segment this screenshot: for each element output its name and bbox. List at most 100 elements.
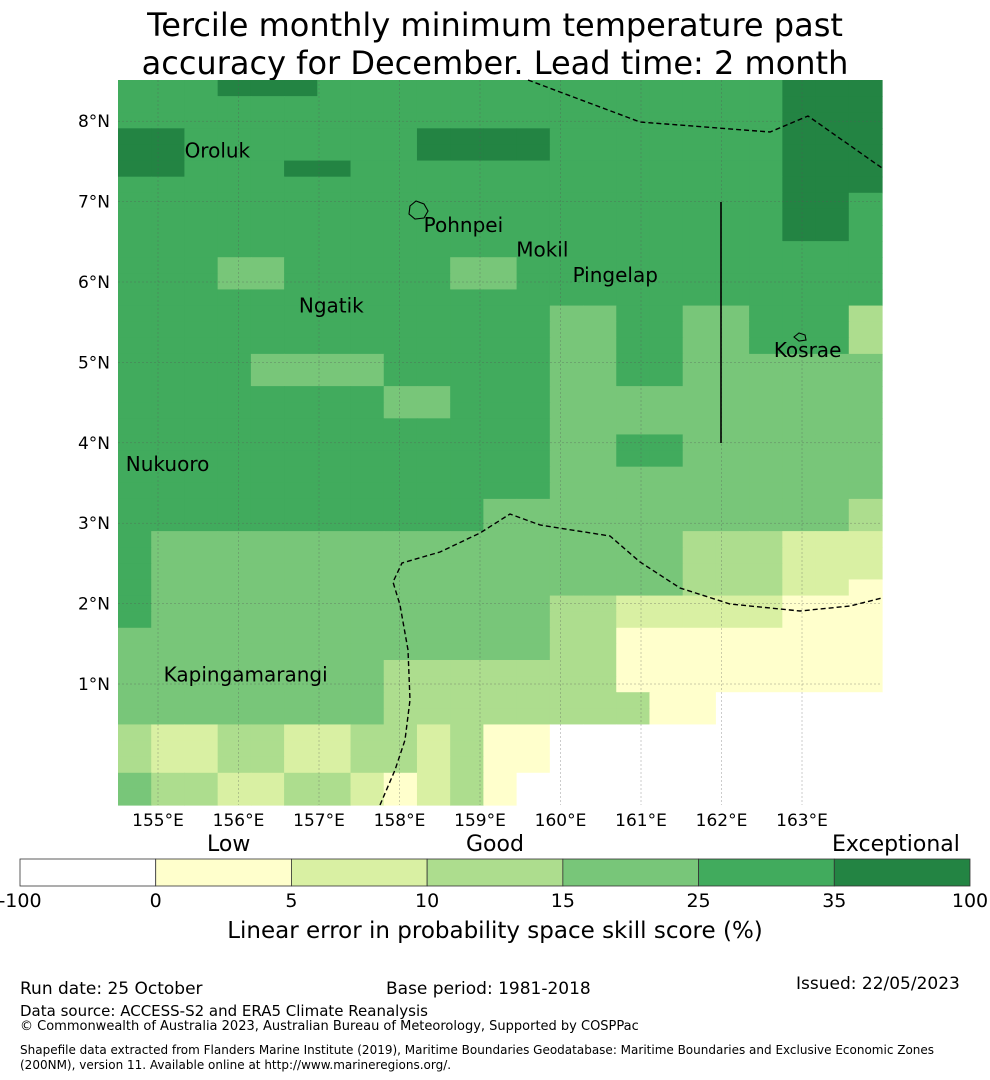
colorbar-tick-label: 0: [149, 890, 162, 912]
grid-cell: [483, 321, 518, 339]
grid-cell: [749, 128, 783, 146]
grid-cell: [317, 531, 352, 548]
grid-cell: [749, 772, 783, 790]
place-label: Kapingamarangi: [164, 663, 328, 687]
longitude-labels: 155°E 156°E 157°E 158°E 159°E 160°E 161°E 162°E…: [132, 811, 828, 831]
grid-cell: [782, 772, 817, 790]
grid-cell: [250, 547, 285, 564]
grid-cell: [649, 176, 684, 194]
grid-cell: [815, 466, 850, 484]
grid-cell: [549, 386, 584, 403]
grid-cell: [549, 305, 584, 323]
grid-cell: [250, 595, 285, 613]
grid-cell: [483, 160, 518, 178]
category-low: Low: [207, 832, 251, 857]
grid-cell: [848, 772, 883, 790]
grid-cell: [782, 96, 817, 113]
grid-cell: [616, 676, 651, 693]
grid-cell: [350, 708, 385, 726]
grid-cell: [516, 386, 551, 403]
grid-cell: [616, 112, 651, 129]
grid-cell: [516, 257, 551, 274]
grid-cell: [350, 498, 385, 516]
grid-cell: [416, 273, 451, 291]
grid-cell: [217, 692, 252, 709]
grid-cell: [250, 482, 285, 500]
grid-cell: [383, 257, 418, 274]
grid-cell: [284, 563, 318, 581]
grid-cell: [782, 708, 817, 726]
grid-cell: [350, 386, 385, 403]
grid-cell: [250, 289, 285, 307]
grid-cell: [848, 370, 883, 387]
grid-cell: [350, 144, 385, 162]
grid-cell: [483, 434, 518, 452]
grid-cell: [217, 144, 252, 162]
grid-cell: [184, 627, 219, 645]
grid-cell: [848, 708, 883, 726]
grid-cell: [350, 321, 385, 339]
grid-cell: [848, 579, 883, 597]
grid-cell: [483, 225, 518, 242]
grid-cell: [151, 176, 186, 194]
grid-cell: [250, 386, 285, 403]
grid-cell: [483, 289, 518, 307]
grid-cell: [350, 450, 385, 468]
grid-cell: [250, 692, 285, 709]
grid-cell: [416, 450, 451, 468]
grid-cell: [549, 273, 584, 291]
grid-cell: [450, 788, 484, 806]
grid-cell: [383, 531, 418, 548]
grid-cell: [782, 370, 817, 387]
grid-cell: [184, 579, 219, 597]
grid-cell: [450, 482, 484, 500]
grid-cell: [516, 241, 551, 258]
grid-cell: [184, 434, 219, 452]
grid-cell: [416, 611, 451, 629]
grid-cell: [350, 241, 385, 258]
grid-cell: [118, 740, 152, 758]
grid-cell: [151, 482, 186, 500]
grid-cell: [416, 579, 451, 597]
grid-cell: [483, 708, 518, 726]
grid-cell: [682, 225, 717, 242]
grid-cell: [483, 611, 518, 629]
grid-cell: [383, 289, 418, 307]
grid-cell: [284, 724, 318, 742]
grid-cell: [416, 676, 451, 693]
grid-cell: [184, 402, 219, 419]
grid-cell: [682, 96, 717, 113]
grid-cell: [782, 402, 817, 419]
grid-cell: [782, 257, 817, 274]
grid-cell: [715, 498, 750, 516]
grid-cell: [749, 418, 783, 436]
grid-cell: [616, 128, 651, 146]
grid-cell: [848, 305, 883, 323]
grid-cell: [151, 160, 186, 178]
grid-cell: [350, 627, 385, 645]
grid-cell: [317, 708, 352, 726]
grid-cell: [848, 96, 883, 113]
grid-cell: [483, 563, 518, 581]
grid-cell: [151, 208, 186, 226]
grid-cell: [583, 611, 617, 629]
grid-cell: [250, 257, 285, 274]
grid-cell: [682, 627, 717, 645]
grid-cell: [450, 273, 484, 291]
grid-cell: [217, 708, 252, 726]
grid-cell: [317, 547, 352, 564]
grid-cell: [151, 611, 186, 629]
grid-cell: [782, 160, 817, 178]
grid-cell: [516, 273, 551, 291]
grid-cell: [450, 192, 484, 210]
grid-cell: [848, 434, 883, 452]
grid-cell: [151, 192, 186, 210]
grid-cell: [649, 144, 684, 162]
grid-cell: [118, 370, 152, 387]
grid-cell: [118, 241, 152, 258]
grid-cell: [184, 353, 219, 371]
grid-cell: [383, 386, 418, 403]
grid-cell: [383, 418, 418, 436]
grid-cell: [118, 563, 152, 581]
grid-cell: [549, 192, 584, 210]
